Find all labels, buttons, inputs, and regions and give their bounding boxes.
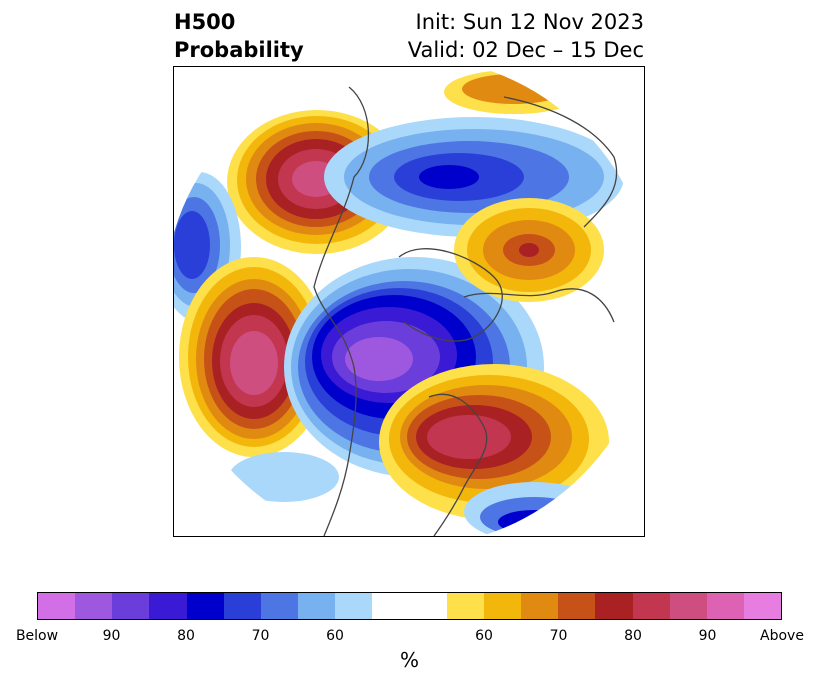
- colorbar-swatch: [706, 593, 744, 619]
- colorbar-swatch: [223, 593, 261, 619]
- positive-anomaly-europe: [454, 198, 604, 302]
- map-canvas: [174, 70, 624, 536]
- colorbar-swatch: [521, 593, 559, 619]
- colorbar-tick-label: 60: [475, 628, 493, 644]
- colorbar-tick-label: 80: [624, 628, 642, 644]
- colorbar-tick-label: 80: [177, 628, 195, 644]
- colorbar-swatch: [669, 593, 707, 619]
- positive-anomaly-east-us: [379, 364, 609, 520]
- colorbar-swatch: [112, 593, 150, 619]
- colorbar-swatch: [335, 593, 373, 619]
- colorbar-tick-label: 90: [698, 628, 717, 644]
- colorbar-swatch: [372, 593, 410, 619]
- coastlines: [313, 86, 618, 536]
- colorbar-tick-label: 60: [326, 628, 344, 644]
- colorbar-swatch: [260, 593, 299, 619]
- negative-anomaly-west-na: [229, 452, 339, 502]
- colorbar-swatch: [409, 593, 447, 619]
- colorbar-swatch: [743, 593, 782, 619]
- colorbar-tick-label: 90: [102, 628, 121, 644]
- title-left: H500 Probability: [174, 8, 304, 64]
- init-date: Init: Sun 12 Nov 2023: [415, 10, 644, 34]
- colorbar-tick-label: Above: [760, 628, 804, 644]
- colorbar-tick-label: 70: [251, 628, 270, 644]
- colorbar-tick-label: Below: [15, 628, 59, 644]
- valid-range: Valid: 02 Dec – 15 Dec: [407, 38, 644, 62]
- colorbar-tick-labels: Below 90 80 70 60 60 70 80 90 Above: [16, 628, 804, 648]
- colorbar-swatch: [632, 593, 670, 619]
- colorbar-swatch: [558, 593, 596, 619]
- colorbar-tick-label: 70: [549, 628, 568, 644]
- positive-anomaly-north-pacific: [179, 257, 329, 457]
- colorbar-swatch: [298, 593, 336, 619]
- colorbar-swatch: [446, 593, 484, 619]
- title-product: Probability: [174, 38, 304, 62]
- colorbar-units: %: [399, 648, 419, 672]
- colorbar-swatch: [149, 593, 187, 619]
- positive-anomaly-north-rim: [444, 70, 584, 114]
- probability-map: [173, 66, 645, 537]
- probability-field: [174, 70, 624, 536]
- colorbar-swatch: [38, 593, 76, 619]
- title-variable: H500: [174, 10, 236, 34]
- colorbar-swatch: [595, 593, 633, 619]
- colorbar-swatch: [186, 593, 224, 619]
- colorbar: [37, 592, 782, 620]
- colorbar-swatch: [483, 593, 522, 619]
- colorbar-swatch: [75, 593, 113, 619]
- title-right: Init: Sun 12 Nov 2023 Valid: 02 Dec – 15…: [408, 8, 644, 64]
